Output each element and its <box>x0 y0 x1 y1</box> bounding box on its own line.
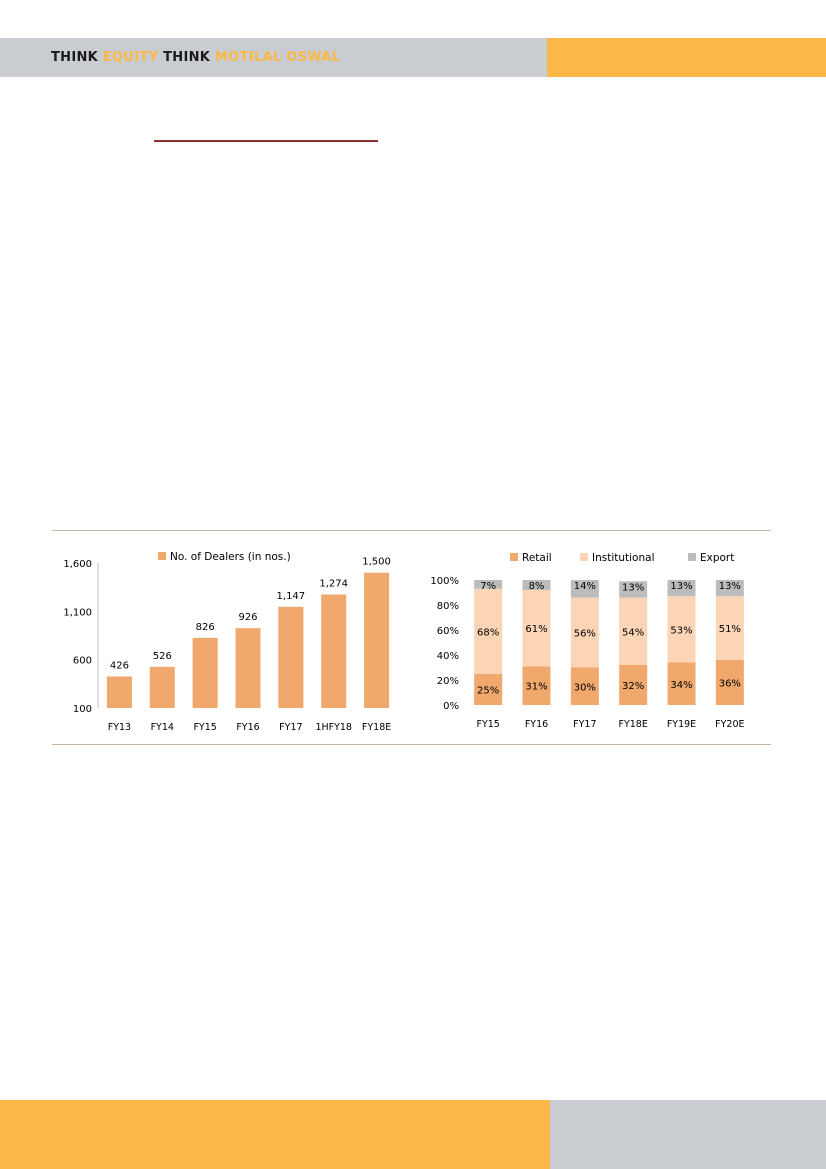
legend-swatch-institutional <box>580 553 588 561</box>
data-label: 56% <box>574 629 596 640</box>
legend-label: No. of Dealers (in nos.) <box>170 551 291 563</box>
segment-institutional-fy15 <box>474 588 503 674</box>
legend-label-retail: Retail <box>522 552 552 564</box>
segment-retail-fy15 <box>474 673 503 705</box>
data-label: 25% <box>477 685 499 696</box>
data-label: 30% <box>574 682 596 693</box>
data-label: 54% <box>622 627 644 638</box>
segment-retail-fy16 <box>522 666 551 705</box>
y-tick-label: 100 <box>73 704 92 715</box>
chart-panel-top-rule <box>52 530 771 531</box>
x-tick-label: FY20E <box>715 719 744 730</box>
data-label: 13% <box>719 581 741 592</box>
legend-swatch-retail <box>510 553 518 561</box>
segment-export-fy20e <box>715 580 744 597</box>
x-tick-label: FY16 <box>525 719 548 730</box>
brand-motilal-oswal: MOTILAL OSWAL <box>214 50 341 65</box>
x-tick-label: FY17 <box>279 722 302 733</box>
x-tick-label: FY17 <box>573 719 596 730</box>
bar-fy13 <box>106 676 132 708</box>
y-tick-label: 60% <box>437 626 459 637</box>
data-label: 51% <box>719 624 741 635</box>
y-tick-label: 80% <box>437 601 459 612</box>
data-label: 1,274 <box>319 579 348 590</box>
header-grey-band <box>0 38 547 77</box>
brand-think-1: THINK <box>51 50 99 65</box>
data-label: 1,500 <box>362 557 391 568</box>
header-bar: THINK EQUITY THINK MOTILAL OSWAL <box>0 38 826 77</box>
segment-institutional-fy18e <box>619 597 648 665</box>
x-tick-label: FY18E <box>618 719 647 730</box>
data-label: 13% <box>670 581 692 592</box>
segment-retail-fy18e <box>619 665 648 705</box>
data-label: 826 <box>196 622 215 633</box>
legend-swatch <box>158 552 166 560</box>
x-tick-label: FY18E <box>362 722 391 733</box>
segment-export-fy19e <box>667 580 696 597</box>
bar-fy15 <box>192 637 218 708</box>
x-tick-label: FY15 <box>476 719 499 730</box>
segment-retail-fy20e <box>715 660 744 705</box>
brand-think-2: THINK <box>163 50 211 65</box>
segment-export-fy16 <box>522 580 551 590</box>
revenue-mix-stacked-chart: 0% 20% 40% 60% 80% 100% Retail Institutional Exp… <box>430 552 744 730</box>
y-tick-label: 1,100 <box>63 607 92 618</box>
x-tick-label: FY15 <box>193 722 216 733</box>
data-label: 13% <box>622 582 644 593</box>
y-tick-label: 40% <box>437 651 459 662</box>
data-label: 32% <box>622 681 644 692</box>
data-label: 36% <box>719 679 741 690</box>
section-title-underline <box>154 140 378 142</box>
y-tick-label: 20% <box>437 676 459 687</box>
bar-1hfy18 <box>321 594 347 708</box>
data-label: 31% <box>525 682 547 693</box>
segment-export-fy18e <box>619 581 648 598</box>
segment-retail-fy19e <box>667 662 696 705</box>
chart-panel-bottom-rule <box>52 744 771 745</box>
y-tick-label: 100% <box>430 576 459 587</box>
data-label: 926 <box>238 612 257 623</box>
segment-institutional-fy19e <box>667 596 696 663</box>
y-tick-label: 600 <box>73 656 92 667</box>
footer-orange-band <box>0 1100 550 1169</box>
x-tick-label: FY16 <box>236 722 259 733</box>
x-tick-label: 1HFY18 <box>315 722 352 733</box>
bar-fy14 <box>149 666 175 708</box>
legend-label-institutional: Institutional <box>592 552 655 564</box>
x-tick-label: FY13 <box>108 722 131 733</box>
segment-export-fy17 <box>570 580 599 598</box>
bar-fy16 <box>235 628 261 708</box>
segment-institutional-fy20e <box>715 596 744 660</box>
data-label: 34% <box>670 680 692 691</box>
dealers-bar-chart: 100 600 1,100 1,600 No. of Dealers (in nos.)… <box>63 551 391 733</box>
data-label: 426 <box>110 660 129 671</box>
bar-fy18e <box>364 572 390 708</box>
y-tick-label: 0% <box>443 701 459 712</box>
footer-grey-band <box>550 1100 826 1169</box>
data-label: 14% <box>574 581 596 592</box>
legend-swatch-export <box>688 553 696 561</box>
header-orange-band <box>547 38 826 77</box>
legend-label-export: Export <box>700 552 734 564</box>
data-label: 68% <box>477 627 499 638</box>
data-label: 526 <box>153 651 172 662</box>
data-label: 8% <box>529 581 545 592</box>
data-label: 61% <box>525 624 547 635</box>
footer-bar <box>0 1100 826 1169</box>
y-tick-label: 1,600 <box>63 559 92 570</box>
data-label: 1,147 <box>277 591 306 602</box>
segment-institutional-fy16 <box>522 590 551 667</box>
bar-fy17 <box>278 606 304 708</box>
brand-equity: EQUITY <box>102 50 159 65</box>
data-label: 53% <box>670 625 692 636</box>
x-tick-label: FY14 <box>151 722 174 733</box>
segment-retail-fy17 <box>570 667 599 705</box>
x-tick-label: FY19E <box>667 719 696 730</box>
brand-tagline: THINK EQUITY THINK MOTILAL OSWAL <box>51 50 340 65</box>
segment-export-fy15 <box>474 580 503 589</box>
segment-institutional-fy17 <box>570 597 599 668</box>
data-label: 7% <box>480 581 496 592</box>
